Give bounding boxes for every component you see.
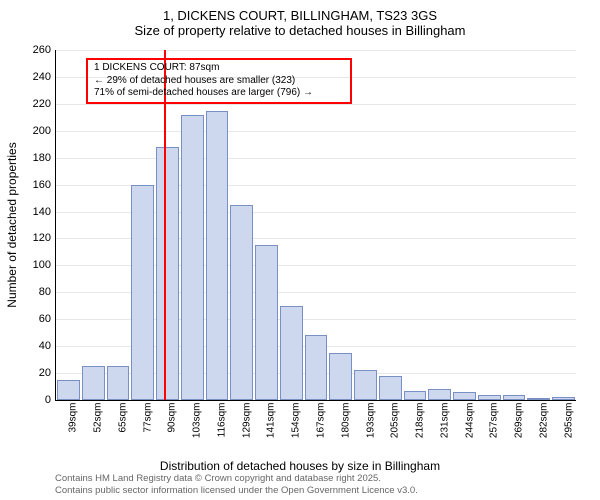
bar	[57, 380, 80, 400]
bar	[156, 147, 179, 400]
x-tick-label: 257sqm	[489, 403, 500, 439]
bar	[107, 366, 130, 400]
plot-area: 02040608010012014016018020022024026039sq…	[55, 50, 576, 401]
x-tick-label: 65sqm	[117, 403, 128, 433]
title-sub: Size of property relative to detached ho…	[0, 23, 600, 38]
bar	[379, 376, 402, 400]
x-tick-label: 269sqm	[514, 403, 525, 439]
bar	[453, 392, 476, 400]
y-tick-label: 220	[21, 98, 51, 110]
bar	[478, 395, 501, 400]
bar	[255, 245, 278, 400]
callout-line3: 71% of semi-detached houses are larger (…	[94, 87, 344, 100]
x-axis-label: Distribution of detached houses by size …	[0, 459, 600, 473]
x-tick-label: 141sqm	[266, 403, 277, 439]
x-tick-label: 295sqm	[563, 403, 574, 439]
x-tick-label: 52sqm	[93, 403, 104, 433]
footer-line2: Contains public sector information licen…	[55, 485, 418, 496]
y-tick-label: 0	[21, 394, 51, 406]
callout-box: 1 DICKENS COURT: 87sqm ← 29% of detached…	[86, 58, 352, 104]
x-tick-label: 218sqm	[415, 403, 426, 439]
bar	[404, 391, 427, 400]
y-tick-label: 120	[21, 232, 51, 244]
x-tick-label: 90sqm	[167, 403, 178, 433]
x-tick-label: 231sqm	[439, 403, 450, 439]
bar	[131, 185, 154, 400]
y-tick-label: 240	[21, 71, 51, 83]
y-gridline	[56, 158, 576, 159]
y-gridline	[56, 50, 576, 51]
y-axis-label: Number of detached properties	[5, 142, 19, 307]
x-tick-label: 129sqm	[241, 403, 252, 439]
footer-line1: Contains HM Land Registry data © Crown c…	[55, 473, 418, 484]
x-tick-label: 193sqm	[365, 403, 376, 439]
footer-credit: Contains HM Land Registry data © Crown c…	[55, 473, 418, 496]
bar	[181, 115, 204, 400]
x-tick-label: 103sqm	[192, 403, 203, 439]
x-tick-label: 77sqm	[142, 403, 153, 433]
title-main: 1, DICKENS COURT, BILLINGHAM, TS23 3GS	[0, 8, 600, 23]
chart-area: 02040608010012014016018020022024026039sq…	[55, 50, 575, 400]
x-tick-label: 39sqm	[68, 403, 79, 433]
chart-title-block: 1, DICKENS COURT, BILLINGHAM, TS23 3GS S…	[0, 0, 600, 38]
x-tick-label: 116sqm	[216, 403, 227, 438]
bar	[230, 205, 253, 400]
x-tick-label: 180sqm	[340, 403, 351, 439]
y-tick-label: 100	[21, 259, 51, 271]
y-gridline	[56, 104, 576, 105]
x-tick-label: 244sqm	[464, 403, 475, 439]
y-tick-label: 200	[21, 125, 51, 137]
bar	[428, 389, 451, 400]
x-tick-label: 154sqm	[291, 403, 302, 439]
bar	[305, 335, 328, 400]
x-tick-label: 167sqm	[316, 403, 327, 439]
y-tick-label: 80	[21, 286, 51, 298]
y-tick-label: 140	[21, 206, 51, 218]
y-tick-label: 20	[21, 367, 51, 379]
x-tick-label: 205sqm	[390, 403, 401, 439]
y-tick-label: 160	[21, 179, 51, 191]
x-tick-label: 282sqm	[538, 403, 549, 439]
callout-line2: ← 29% of detached houses are smaller (32…	[94, 75, 344, 88]
bar	[206, 111, 229, 400]
bar	[552, 397, 575, 400]
y-tick-label: 40	[21, 340, 51, 352]
bar	[280, 306, 303, 400]
y-tick-label: 260	[21, 44, 51, 56]
callout-line1: 1 DICKENS COURT: 87sqm	[94, 62, 344, 75]
y-gridline	[56, 131, 576, 132]
bar	[354, 370, 377, 400]
bar	[503, 395, 526, 400]
bar	[527, 398, 550, 400]
y-tick-label: 60	[21, 313, 51, 325]
bar	[82, 366, 105, 400]
bar	[329, 353, 352, 400]
y-tick-label: 180	[21, 152, 51, 164]
